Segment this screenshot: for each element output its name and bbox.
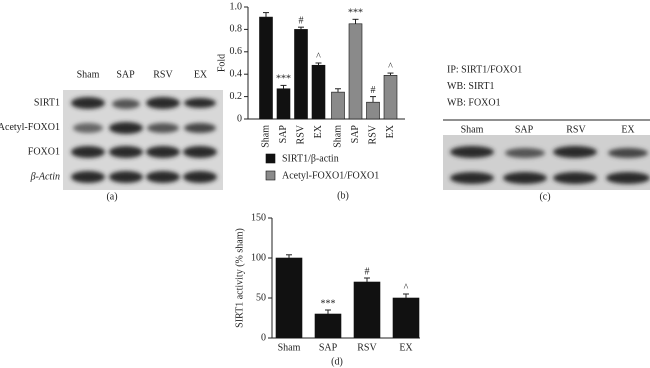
blot-column-label: EX bbox=[621, 124, 635, 135]
significance-mark: # bbox=[365, 266, 370, 277]
blot-images bbox=[63, 90, 650, 190]
legend-label: Acetyl-FOXO1/FOXO1 bbox=[282, 170, 379, 181]
legend-swatch bbox=[265, 153, 276, 164]
bar bbox=[314, 313, 342, 339]
blot-row-label: Acetyl-FOXO1 bbox=[0, 122, 60, 133]
blot-row-label: FOXO1 bbox=[28, 147, 60, 158]
blot-column-label: RSV bbox=[153, 69, 173, 80]
y-axis-label: Fold bbox=[216, 54, 227, 72]
bar bbox=[294, 29, 308, 120]
y-axis-label: SIRT1 activity (% sham) bbox=[234, 228, 245, 328]
x-tick-label: EX bbox=[313, 124, 324, 138]
legend-label: SIRT1/β-actin bbox=[282, 153, 339, 164]
x-tick-label: Sham bbox=[260, 125, 271, 148]
significance-mark: # bbox=[299, 15, 304, 26]
blot-column-label: SAP bbox=[515, 124, 534, 135]
x-tick-label: RSV bbox=[357, 342, 377, 353]
significance-mark: ^ bbox=[388, 61, 393, 72]
blot-column-label: Sham bbox=[461, 124, 484, 135]
legend-swatch bbox=[265, 170, 276, 181]
x-tick-label: Sham bbox=[332, 125, 343, 148]
blot-note: WB: SIRT1 bbox=[447, 81, 494, 92]
bar bbox=[366, 101, 380, 120]
y-tick-label: 1.0 bbox=[230, 1, 243, 12]
blot-note: WB: FOXO1 bbox=[447, 97, 501, 108]
y-tick-label: 0 bbox=[237, 113, 242, 124]
x-tick-label: SAP bbox=[319, 342, 338, 353]
blot-column-label: RSV bbox=[566, 124, 586, 135]
bar bbox=[353, 281, 381, 339]
y-tick-label: 100 bbox=[251, 252, 266, 263]
y-tick-label: 0.8 bbox=[230, 24, 243, 35]
y-tick-label: 50 bbox=[256, 292, 266, 303]
significance-mark: # bbox=[371, 85, 376, 96]
significance-mark: ^ bbox=[404, 282, 409, 293]
bar bbox=[276, 88, 291, 120]
significance-mark: *** bbox=[321, 298, 336, 309]
x-tick-label: SAP bbox=[278, 125, 289, 144]
x-tick-label: RSV bbox=[367, 124, 378, 144]
bar bbox=[275, 257, 303, 339]
panel-label: (a) bbox=[106, 191, 117, 202]
significance-mark: *** bbox=[276, 74, 291, 85]
bar bbox=[259, 16, 273, 120]
y-tick-label: 150 bbox=[251, 212, 266, 223]
panel-label: (d) bbox=[331, 356, 343, 367]
blot-column-label: EX bbox=[194, 69, 208, 80]
blot-column-label: Sham bbox=[77, 69, 100, 80]
blot-column-label: SAP bbox=[116, 69, 135, 80]
significance-mark: *** bbox=[348, 8, 363, 19]
blot-row-label: SIRT1 bbox=[34, 97, 60, 108]
y-tick-label: 0.4 bbox=[230, 68, 243, 79]
panel-label: (c) bbox=[539, 191, 550, 202]
x-tick-label: EX bbox=[385, 124, 396, 138]
blot-note: IP: SIRT1/FOXO1 bbox=[447, 64, 522, 75]
bar bbox=[348, 23, 363, 120]
panel-label: (b) bbox=[337, 190, 349, 201]
y-tick-label: 0 bbox=[261, 332, 266, 343]
bar bbox=[311, 64, 326, 120]
x-tick-label: RSV bbox=[295, 124, 306, 144]
x-tick-label: EX bbox=[399, 342, 413, 353]
x-tick-label: SAP bbox=[350, 125, 361, 144]
bar bbox=[383, 75, 398, 120]
blot-row-label: β-Actin bbox=[30, 171, 60, 182]
significance-mark: ^ bbox=[316, 51, 321, 62]
bar bbox=[331, 91, 345, 120]
x-tick-label: Sham bbox=[278, 342, 301, 353]
y-tick-label: 0.2 bbox=[230, 91, 243, 102]
bar bbox=[392, 297, 420, 339]
y-tick-label: 0.6 bbox=[230, 46, 243, 57]
